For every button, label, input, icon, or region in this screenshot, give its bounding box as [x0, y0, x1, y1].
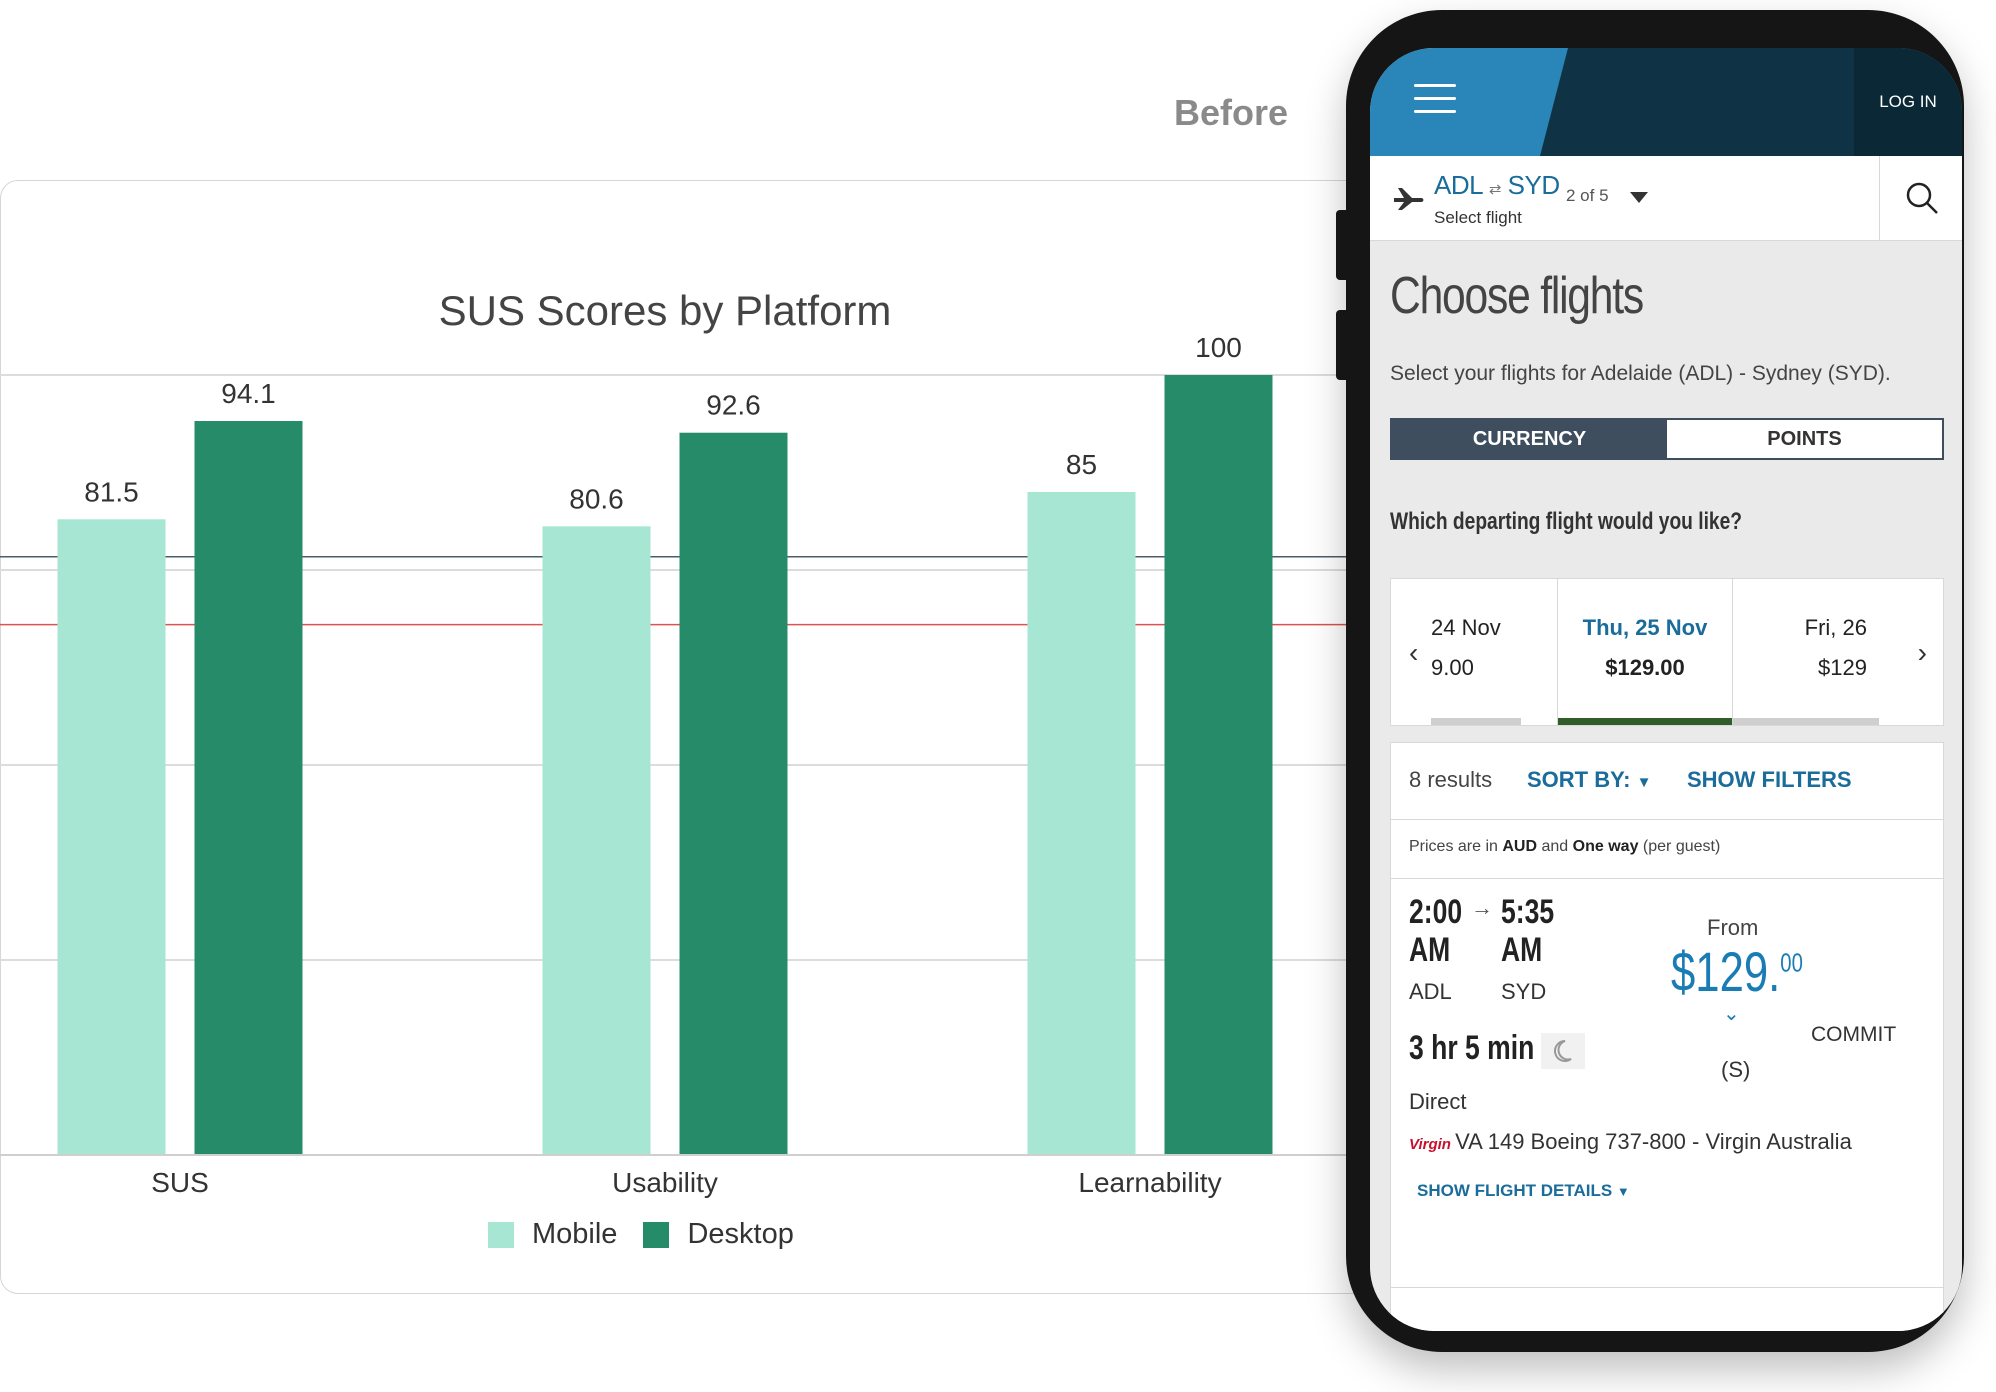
- before-label: Before: [1173, 92, 1288, 133]
- arrive-time: 5:35: [1501, 893, 1555, 931]
- bar-desktop: [1164, 375, 1273, 1155]
- date-option-selected[interactable]: Thu, 25 Nov $129.00: [1557, 579, 1733, 725]
- category-label: Learnability: [1078, 1167, 1221, 1198]
- stops-label: Direct: [1409, 1089, 1467, 1114]
- commit-label: COMMIT: [1811, 1023, 1897, 1046]
- page-subtitle: Select your flights for Adelaide (ADL) -…: [1390, 362, 1891, 385]
- price-value[interactable]: $129.00: [1671, 940, 1803, 1003]
- legend-item-desktop: Desktop: [643, 1218, 794, 1251]
- arrive-code: SYD: [1501, 979, 1547, 1004]
- login-button[interactable]: LOG IN: [1854, 48, 1962, 156]
- divider: [1391, 1287, 1943, 1288]
- results-count: 8 results: [1409, 767, 1493, 792]
- bar-desktop: [194, 421, 303, 1155]
- legend-label-mobile: Mobile: [532, 1218, 618, 1250]
- virgin-logo-icon: Virgin: [1409, 1136, 1451, 1153]
- category-label: Usability: [612, 1167, 718, 1198]
- depart-ampm: AM: [1409, 931, 1451, 969]
- selected-date-indicator: [1558, 718, 1732, 725]
- caret-down-icon: ▼: [1636, 774, 1652, 791]
- depart-code: ADL: [1409, 979, 1452, 1004]
- chart-legend: Mobile Desktop: [488, 1218, 820, 1251]
- chevron-left-icon[interactable]: ‹: [1409, 637, 1419, 668]
- currency-tab[interactable]: CURRENCY: [1392, 420, 1667, 458]
- bar-desktop: [679, 432, 788, 1156]
- data-label: 100: [1195, 332, 1242, 363]
- arrow-right-icon: →: [1471, 895, 1493, 920]
- data-label: 81.5: [84, 476, 139, 507]
- chevron-right-icon[interactable]: ›: [1917, 637, 1927, 668]
- phone-side-button: [1336, 210, 1350, 280]
- chevron-down-icon[interactable]: [1630, 192, 1648, 203]
- chart-title: SUS Scores by Platform: [439, 287, 892, 334]
- show-flight-details-button[interactable]: SHOW FLIGHT DETAILS ▼: [1417, 1181, 1630, 1200]
- sort-by-button[interactable]: SORT BY: ▼: [1527, 767, 1652, 792]
- bar-mobile: [542, 526, 651, 1155]
- price-from-label: From: [1707, 915, 1759, 940]
- bar-chart: SUS Scores by Platform 81.5 94.1 SUS 80.6 92.…: [0, 287, 1360, 1198]
- date-indicator: [1733, 718, 1879, 725]
- price-note: Prices are in AUD and One way (per guest…: [1391, 820, 1943, 879]
- fare-class-label: (S): [1721, 1057, 1751, 1082]
- show-filters-button[interactable]: SHOW FILTERS: [1687, 767, 1852, 792]
- date-option[interactable]: Fri, 26 $129: [1804, 615, 1867, 680]
- select-flight-label: Select flight: [1434, 208, 1522, 227]
- legend-swatch-desktop: [643, 1221, 670, 1248]
- app-header: LOG IN: [1370, 48, 1962, 156]
- bar-mobile: [1027, 492, 1136, 1155]
- swap-icon: ⇄: [1488, 181, 1502, 198]
- caret-down-icon: ▼: [1616, 1184, 1630, 1199]
- flight-summary-bar: ADL ⇄ SYD Select flight 2 of 5: [1370, 156, 1962, 241]
- phone-side-button: [1336, 310, 1350, 380]
- plane-icon: [1394, 188, 1424, 210]
- route: ADL ⇄ SYD: [1434, 170, 1560, 201]
- airline-info: Virgin VA 149 Boeing 737-800 - Virgin Au…: [1409, 1129, 1852, 1158]
- flight-duration: 3 hr 5 min: [1409, 1029, 1535, 1067]
- search-icon: [1906, 182, 1938, 214]
- results-toolbar: 8 results SORT BY: ▼ SHOW FILTERS: [1391, 743, 1943, 820]
- flight-result[interactable]: 2:00 AM → 5:35 AM ADL SYD 3 hr 5 min Dir…: [1409, 893, 1929, 1273]
- points-tab[interactable]: POINTS: [1767, 428, 1842, 450]
- date-carousel: ‹ 24 Nov 9.00 Thu, 25 Nov $129.00 Fri, 2…: [1390, 578, 1944, 726]
- route-from: ADL: [1434, 170, 1483, 200]
- legend-swatch-mobile: [488, 1221, 514, 1248]
- legend-item-mobile: Mobile: [488, 1218, 617, 1251]
- results-card: 8 results SORT BY: ▼ SHOW FILTERS Prices…: [1390, 742, 1944, 1331]
- arrive-ampm: AM: [1501, 931, 1543, 969]
- date-option[interactable]: 24 Nov 9.00: [1431, 615, 1501, 680]
- overnight-moon-icon: [1541, 1033, 1585, 1069]
- data-label: 94.1: [221, 378, 276, 409]
- bar-mobile: [57, 519, 166, 1155]
- search-button[interactable]: [1879, 156, 1962, 240]
- menu-icon[interactable]: [1414, 84, 1456, 116]
- currency-points-toggle: CURRENCY POINTS: [1390, 418, 1944, 460]
- data-label: 85: [1066, 449, 1097, 480]
- chevron-down-icon[interactable]: ⌄: [1723, 1003, 1740, 1025]
- date-indicator: [1431, 718, 1521, 725]
- phone-screen: LOG IN ADL ⇄ SYD Select flight 2 of 5 Ch…: [1370, 48, 1962, 1331]
- depart-time: 2:00: [1409, 893, 1463, 931]
- data-label: 92.6: [706, 390, 761, 421]
- category-label: SUS: [151, 1167, 209, 1198]
- page-title: Choose flights: [1390, 267, 1644, 325]
- legend-label-desktop: Desktop: [687, 1218, 794, 1250]
- data-label: 80.6: [569, 483, 624, 514]
- departing-question: Which departing flight would you like?: [1390, 508, 1742, 535]
- route-to: SYD: [1507, 170, 1560, 200]
- step-count: 2 of 5: [1566, 186, 1609, 205]
